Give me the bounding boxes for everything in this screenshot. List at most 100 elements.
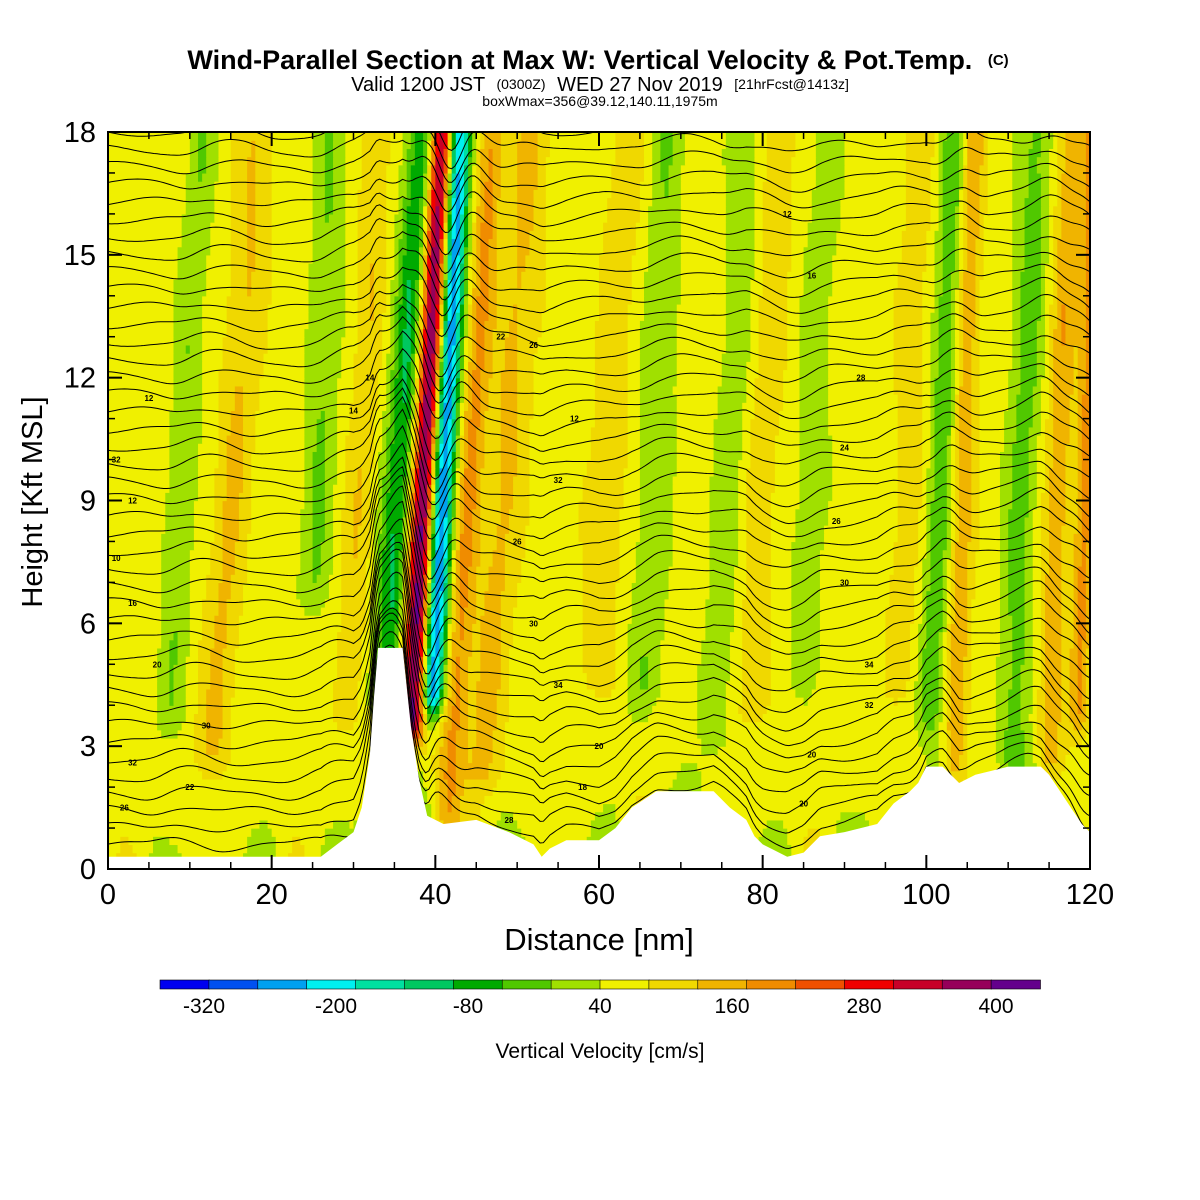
velocity-cell (439, 606, 445, 616)
velocity-cell (361, 508, 371, 518)
velocity-cell (108, 516, 166, 526)
velocity-cell (525, 263, 547, 272)
velocity-cell (959, 287, 964, 297)
velocity-cell (926, 254, 936, 264)
velocity-cell (979, 516, 1001, 526)
velocity-cell (247, 181, 256, 190)
velocity-cell (468, 721, 477, 731)
velocity-cell (999, 467, 1013, 477)
velocity-cell (427, 508, 432, 518)
velocity-cell (382, 574, 391, 583)
velocity-cell (459, 484, 465, 493)
velocity-cell (791, 238, 809, 248)
velocity-cell (226, 623, 240, 633)
velocity-cell (922, 484, 927, 493)
velocity-cell (1077, 688, 1083, 698)
velocity-cell (914, 705, 923, 715)
velocity-cell (369, 271, 375, 280)
velocity-cell (959, 475, 972, 485)
velocity-cell (468, 451, 477, 461)
velocity-cell (1036, 721, 1046, 731)
velocity-cell (1053, 213, 1062, 223)
velocity-cell (603, 246, 637, 256)
velocity-cell (599, 312, 629, 321)
velocity-cell (402, 582, 408, 592)
velocity-cell (660, 664, 698, 674)
velocity-cell (742, 680, 772, 690)
velocity-cell (1073, 574, 1079, 583)
velocity-cell (418, 263, 424, 272)
velocity-cell (402, 287, 408, 297)
velocity-cell (828, 508, 899, 518)
velocity-cell (1057, 246, 1087, 256)
velocity-cell (971, 475, 981, 485)
velocity-cell (975, 557, 1001, 567)
velocity-cell (202, 312, 228, 321)
velocity-cell (459, 672, 469, 682)
velocity-cell (443, 770, 457, 780)
velocity-cell (459, 172, 465, 182)
velocity-cell (402, 344, 412, 354)
velocity-cell (476, 434, 486, 444)
velocity-cell (504, 721, 698, 731)
velocity-cell (382, 492, 387, 502)
velocity-cell (173, 385, 203, 395)
velocity-cell (177, 639, 191, 649)
velocity-cell (905, 222, 932, 231)
velocity-cell (451, 394, 457, 403)
velocity-cell (316, 434, 326, 444)
velocity-cell (999, 615, 1013, 624)
velocity-cell (406, 172, 412, 182)
velocity-cell (345, 222, 359, 231)
velocity-cell (709, 508, 739, 518)
velocity-cell (488, 770, 502, 780)
velocity-cell (447, 263, 453, 272)
velocity-cell (341, 566, 367, 575)
velocity-cell (108, 492, 166, 502)
velocity-cell (999, 500, 1013, 510)
velocity-cell (1044, 729, 1058, 739)
velocity-cell (1085, 238, 1090, 248)
velocity-cell (386, 533, 391, 543)
velocity-cell (431, 238, 436, 248)
velocity-cell (1020, 713, 1030, 723)
velocity-cell (500, 656, 510, 665)
velocity-cell (938, 303, 952, 313)
velocity-cell (414, 295, 420, 305)
velocity-cell (165, 525, 195, 534)
velocity-cell (390, 303, 396, 313)
velocity-cell (451, 582, 457, 592)
velocity-cell (353, 353, 383, 362)
velocity-cell (950, 664, 964, 674)
velocity-cell (648, 222, 682, 231)
velocity-cell (922, 598, 927, 608)
velocity-cell (508, 647, 584, 657)
velocity-cell (365, 582, 375, 592)
velocity-cell (427, 328, 436, 338)
velocity-cell (406, 484, 412, 493)
velocity-cell (108, 795, 375, 805)
velocity-cell (950, 566, 956, 575)
velocity-cell (226, 459, 244, 469)
velocity-cell (230, 590, 244, 600)
velocity-cell (226, 295, 273, 305)
velocity-cell (378, 451, 387, 461)
velocity-cell (455, 443, 461, 452)
velocity-cell (1040, 533, 1050, 543)
velocity-cell (742, 713, 764, 723)
velocity-cell (108, 434, 170, 444)
velocity-cell (476, 213, 486, 223)
velocity-cell (423, 697, 428, 706)
velocity-cell (108, 369, 175, 379)
velocity-cell (1012, 467, 1030, 477)
velocity-cell (459, 410, 465, 420)
velocity-cell (410, 443, 416, 452)
velocity-cell (754, 385, 784, 395)
velocity-cell (459, 336, 465, 346)
velocity-cell (455, 385, 461, 395)
velocity-cell (954, 443, 960, 452)
velocity-cell (639, 205, 649, 215)
velocity-cell (226, 451, 244, 461)
velocity-cell (709, 492, 739, 502)
velocity-cell (386, 541, 391, 551)
